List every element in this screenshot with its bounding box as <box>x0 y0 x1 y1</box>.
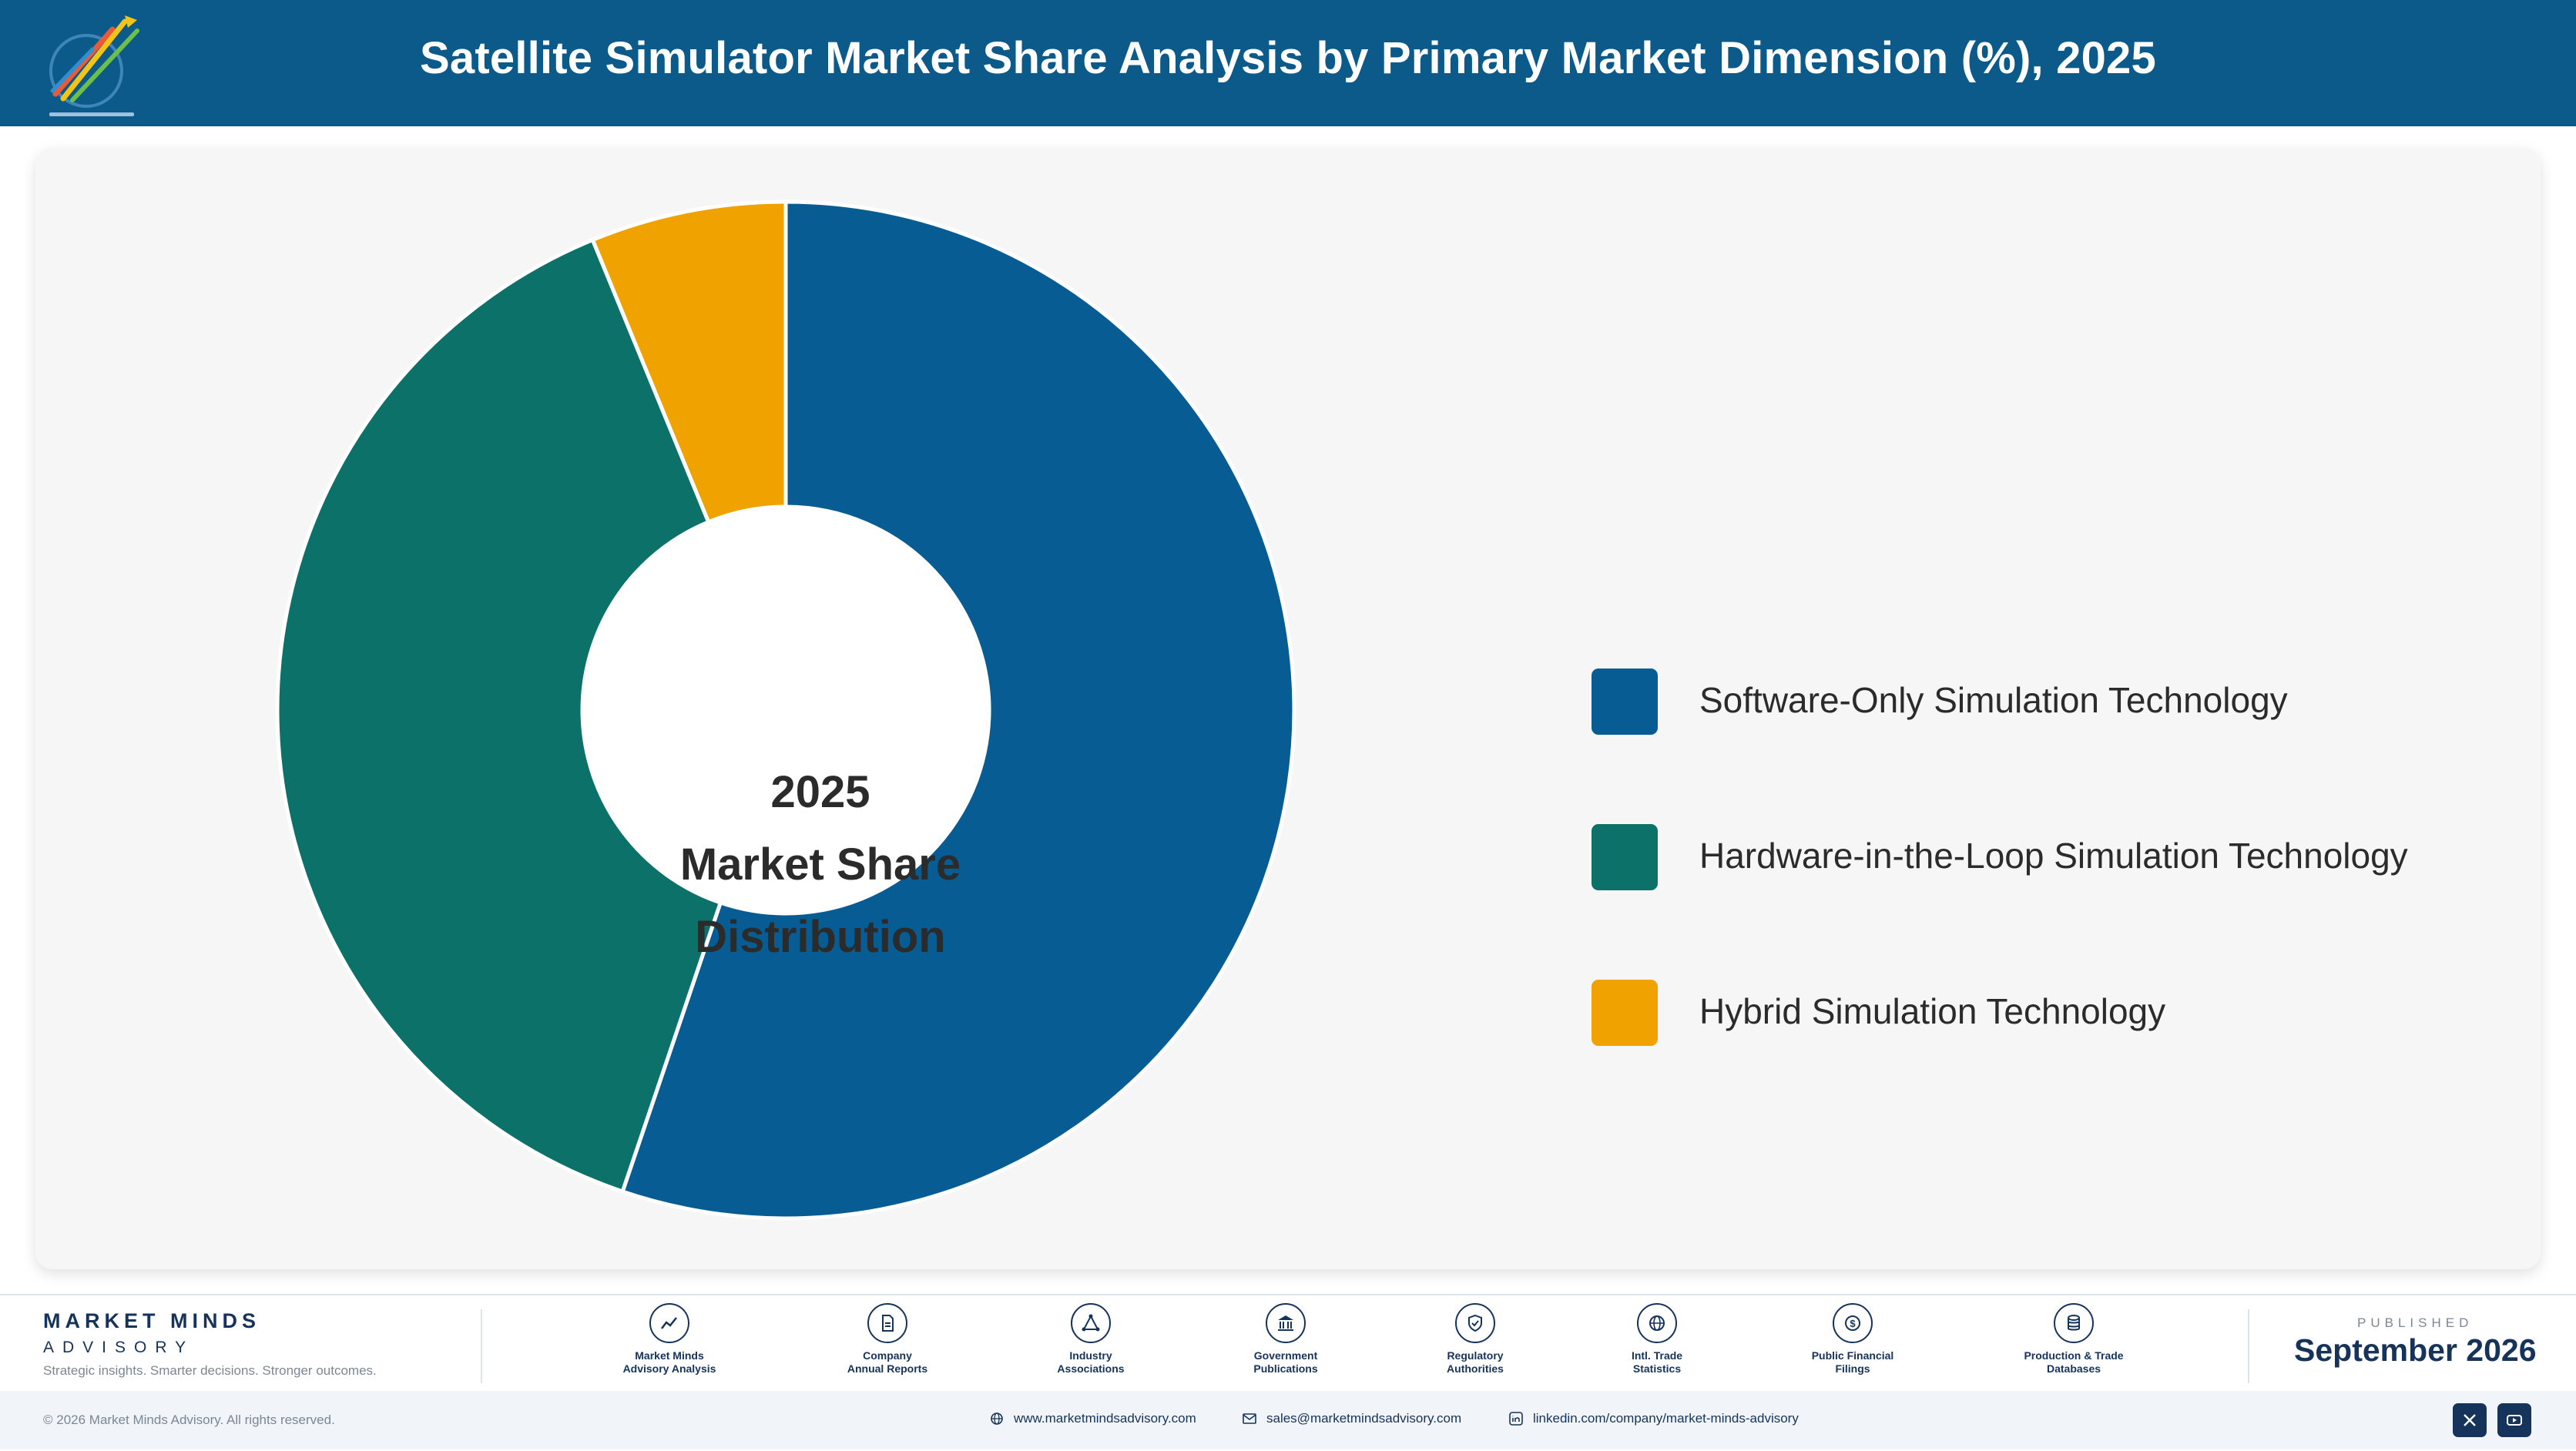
mail-icon <box>1243 1413 1256 1424</box>
legend-label-software-only: Software-Only Simulation Technology <box>1699 680 2288 720</box>
source-company-annual-reports: Company Annual Reports <box>810 1303 964 1376</box>
legend-label-hardware-in-the-loop: Hardware-in-the-Loop Simulation Technolo… <box>1699 836 2408 876</box>
website-text: www.marketmindsadvisory.com <box>1014 1411 1196 1426</box>
footer-divider-right <box>2248 1309 2249 1383</box>
donut-hole <box>582 507 989 913</box>
legend-swatch-software-only <box>1592 669 1658 735</box>
legend-swatch-hybrid <box>1592 980 1658 1046</box>
email-link[interactable]: sales@marketmindsadvisory.com <box>1242 1411 1461 1426</box>
database-icon <box>2054 1303 2094 1343</box>
center-label-line-2: Market Share <box>679 839 961 890</box>
page-title: Satellite Simulator Market Share Analysi… <box>420 33 2156 83</box>
network-icon <box>1071 1303 1111 1343</box>
source-government-publications: Government Publications <box>1209 1303 1363 1376</box>
linkedin-icon <box>1509 1412 1523 1426</box>
legend-label-hybrid: Hybrid Simulation Technology <box>1699 991 2166 1031</box>
source-public-financial-filings: $ Public Financial Filings <box>1776 1303 1930 1376</box>
government-building-icon <box>1266 1303 1306 1343</box>
footer-divider-left <box>481 1309 482 1383</box>
chart-line-icon <box>649 1303 689 1343</box>
brand-tagline: Strategic insights. Smarter decisions. S… <box>43 1363 377 1378</box>
center-label-line-3: Distribution <box>695 912 946 962</box>
header-bar: Satellite Simulator Market Share Analysi… <box>0 0 2576 126</box>
copyright-text: © 2026 Market Minds Advisory. All rights… <box>43 1412 335 1427</box>
bottom-bar: © 2026 Market Minds Advisory. All rights… <box>0 1391 2576 1449</box>
source-intl-trade-statistics: Intl. Trade Statistics <box>1580 1303 1734 1376</box>
source-label: Market Minds Advisory Analysis <box>622 1349 716 1375</box>
linkedin-text: linkedin.com/company/market-minds-adviso… <box>1533 1411 1799 1426</box>
published-label: PUBLISHED <box>2357 1315 2474 1330</box>
source-label: Production & Trade Databases <box>2024 1349 2124 1375</box>
dollar-coin-icon: $ <box>1833 1303 1873 1343</box>
source-label: Company Annual Reports <box>847 1349 928 1375</box>
source-market-minds-analysis: Market Minds Advisory Analysis <box>592 1303 746 1376</box>
legend-swatch-hardware-in-the-loop <box>1592 824 1658 890</box>
source-label: Intl. Trade Statistics <box>1631 1349 1683 1375</box>
source-industry-associations: Industry Associations <box>1014 1303 1168 1376</box>
linkedin-link[interactable]: linkedin.com/company/market-minds-adviso… <box>1508 1411 1799 1426</box>
center-label-line-1: 2025 <box>770 767 870 817</box>
website-link[interactable]: www.marketmindsadvisory.com <box>989 1411 1196 1426</box>
youtube-social-button[interactable] <box>2497 1403 2531 1437</box>
company-logo <box>49 15 139 116</box>
youtube-icon <box>2507 1415 2522 1426</box>
donut-chart <box>275 199 1296 1221</box>
chart-card: 2025 Market Share Distribution Software-… <box>35 148 2541 1269</box>
source-regulatory-authorities: Regulatory Authorities <box>1398 1303 1552 1376</box>
source-label: Regulatory Authorities <box>1447 1349 1504 1375</box>
published-date: September 2026 <box>2294 1332 2537 1368</box>
shield-check-icon <box>1455 1303 1495 1343</box>
source-label: Public Financial Filings <box>1811 1349 1894 1375</box>
globe-icon <box>1637 1303 1677 1343</box>
source-label: Government Publications <box>1253 1349 1318 1375</box>
globe-icon <box>991 1412 1003 1425</box>
email-text: sales@marketmindsadvisory.com <box>1266 1411 1462 1426</box>
x-icon <box>2464 1414 2476 1426</box>
svg-text:$: $ <box>1850 1318 1856 1329</box>
donut-center-label: 2025 Market Share Distribution <box>616 756 1025 973</box>
document-icon <box>867 1303 907 1343</box>
brand-subtitle: ADVISORY <box>43 1339 195 1356</box>
brand-name: MARKET MINDS <box>43 1309 260 1332</box>
source-label: Industry Associations <box>1057 1349 1125 1375</box>
x-social-button[interactable] <box>2453 1403 2487 1437</box>
source-production-trade-databases: Production & Trade Databases <box>1997 1303 2151 1376</box>
